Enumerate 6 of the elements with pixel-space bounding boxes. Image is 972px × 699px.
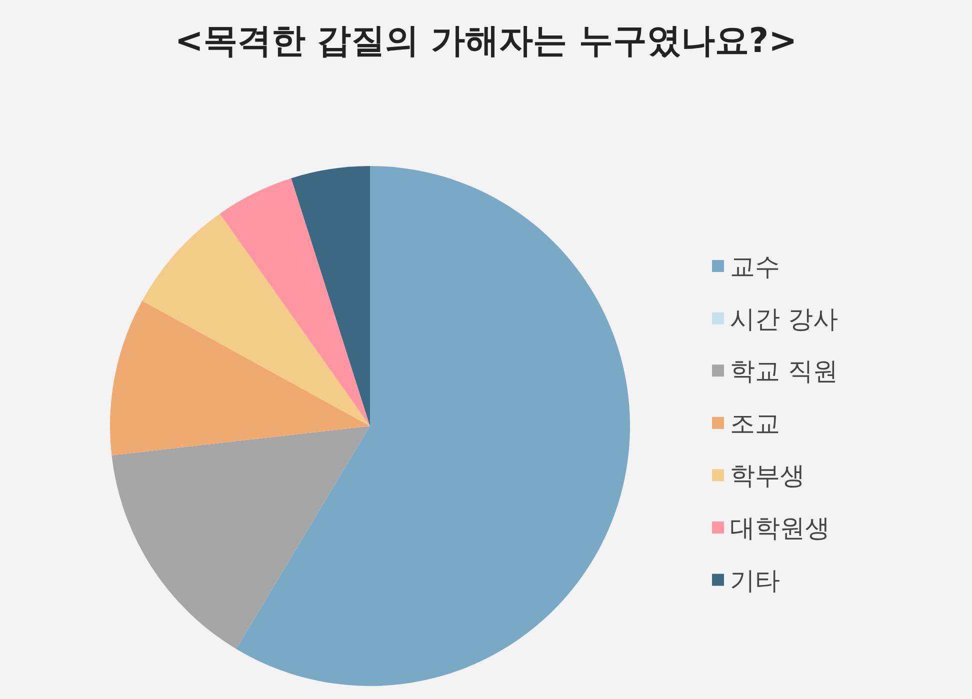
legend-label: 조교 xyxy=(730,408,780,438)
legend-label: 기타 xyxy=(730,566,780,595)
chart-title: <목격한 갑질의 가해자는 누구였나요?> xyxy=(174,21,798,61)
legend-label: 교수 xyxy=(730,252,780,281)
legend-label: 학부생 xyxy=(730,461,805,490)
legend-label: 대학원생 xyxy=(730,514,830,542)
